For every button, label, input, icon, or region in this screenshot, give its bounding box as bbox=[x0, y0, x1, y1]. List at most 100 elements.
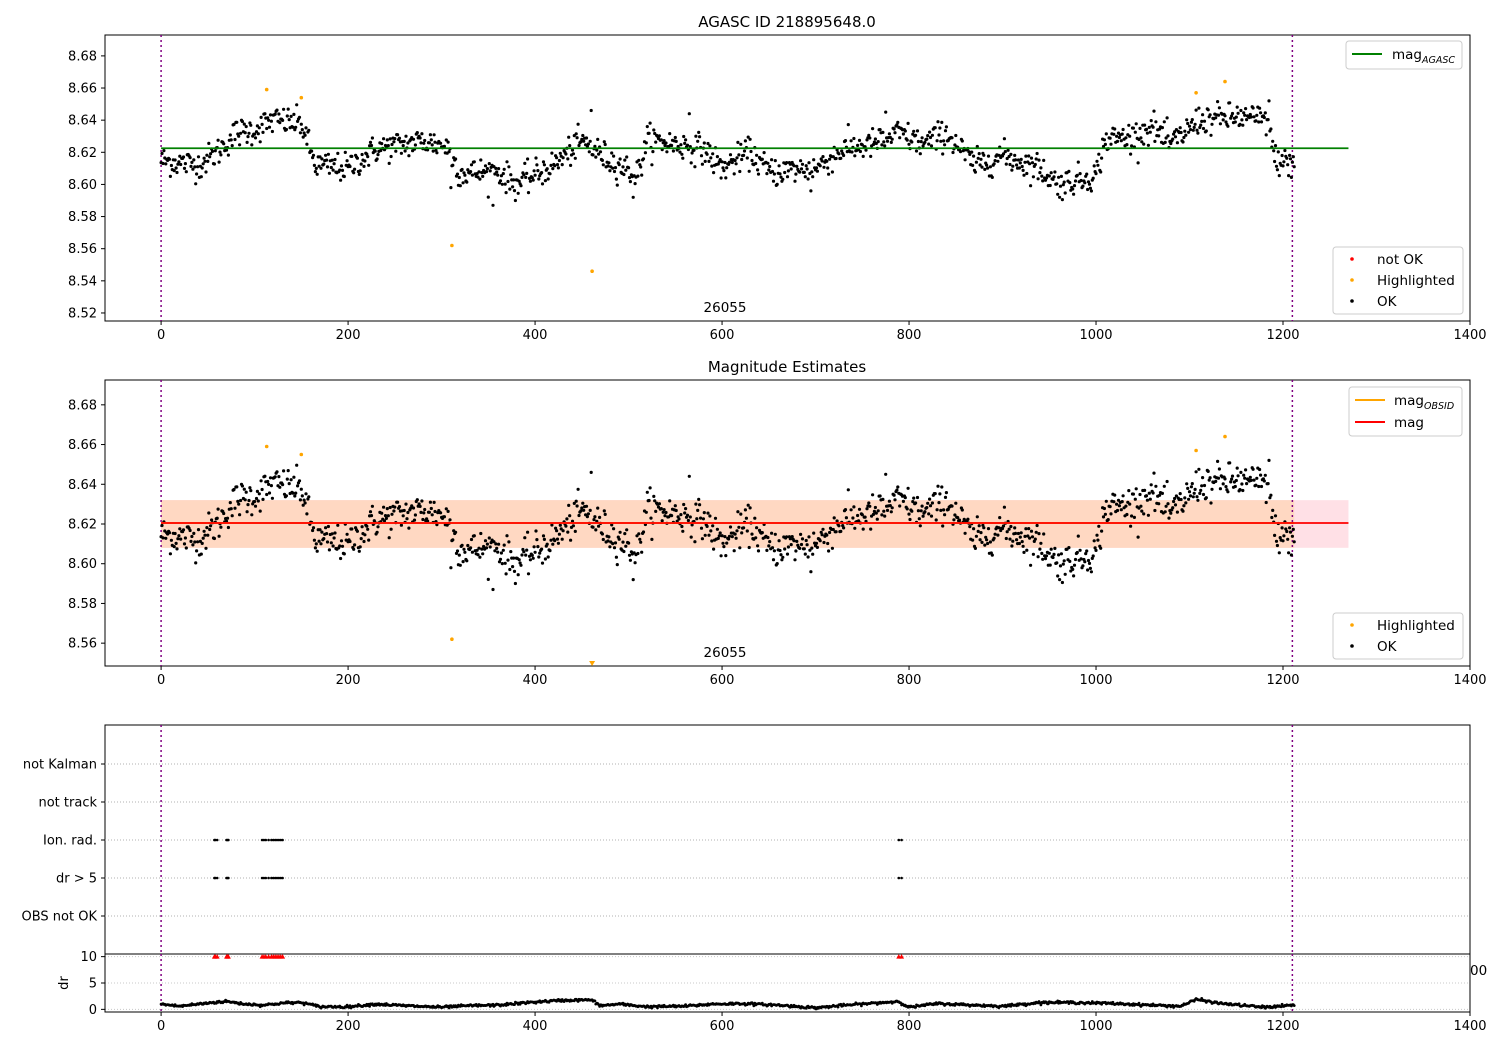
ok-point bbox=[1273, 533, 1277, 538]
ok-point bbox=[1138, 492, 1142, 497]
legend-point-swatch bbox=[1350, 278, 1354, 282]
ok-point bbox=[927, 142, 931, 146]
ok-point bbox=[461, 560, 465, 564]
ok-point bbox=[489, 541, 493, 545]
ok-point bbox=[1140, 140, 1144, 144]
ok-point bbox=[677, 517, 681, 521]
ok-point bbox=[336, 151, 340, 155]
ok-point bbox=[746, 503, 750, 507]
highlighted-point bbox=[1223, 434, 1227, 439]
ok-point bbox=[690, 523, 694, 527]
ok-point bbox=[1055, 182, 1059, 186]
ok-point bbox=[488, 545, 492, 549]
ok-point bbox=[1167, 516, 1171, 520]
ok-point bbox=[207, 511, 211, 515]
ok-point bbox=[1033, 162, 1037, 167]
y-tick-label: 8.60 bbox=[68, 557, 97, 572]
ok-point bbox=[1072, 574, 1076, 578]
ok-point bbox=[1072, 563, 1077, 567]
ok-point bbox=[730, 160, 734, 165]
ok-point bbox=[183, 162, 187, 166]
dr-point bbox=[656, 1006, 659, 1010]
ok-point bbox=[1036, 555, 1040, 559]
ok-point bbox=[1078, 172, 1082, 176]
ok-point bbox=[1099, 170, 1103, 174]
ok-point bbox=[767, 168, 771, 172]
ok-point bbox=[1208, 113, 1212, 117]
ok-point bbox=[600, 532, 605, 536]
ok-point bbox=[849, 508, 853, 512]
ok-point bbox=[745, 529, 749, 533]
ok-point bbox=[627, 553, 632, 557]
ok-point bbox=[1190, 118, 1194, 122]
ok-point bbox=[652, 128, 656, 132]
ok-point bbox=[311, 153, 316, 157]
ok-point bbox=[258, 509, 262, 513]
ok-point bbox=[738, 546, 742, 550]
ok-point bbox=[1112, 500, 1116, 504]
ok-point bbox=[548, 172, 552, 176]
ok-point bbox=[542, 163, 547, 167]
ok-point bbox=[331, 544, 335, 548]
ok-point bbox=[905, 507, 909, 511]
ok-point bbox=[786, 169, 791, 173]
ok-point bbox=[618, 530, 622, 534]
ok-point bbox=[228, 501, 232, 505]
ok-point bbox=[249, 123, 253, 127]
ok-point bbox=[355, 156, 359, 160]
ok-point bbox=[375, 157, 379, 161]
ok-point bbox=[411, 137, 416, 141]
magnitude-estimates-panel: Magnitude Estimates 0 200 400 600 800 1000 120… bbox=[68, 358, 1487, 688]
ok-point bbox=[359, 162, 363, 166]
ok-point bbox=[1181, 509, 1185, 513]
ok-point bbox=[1120, 500, 1124, 504]
agasc-panel: AGASC ID 218895648.0 0 200 400 600 800 1000 12… bbox=[68, 13, 1487, 343]
ok-point bbox=[1103, 142, 1107, 146]
ok-point bbox=[219, 153, 223, 157]
highlighted-point bbox=[264, 87, 269, 92]
ok-point bbox=[978, 163, 982, 167]
ok-point bbox=[1085, 172, 1089, 176]
x-tick-label: 1200 bbox=[1266, 328, 1299, 343]
legend-label: Highlighted bbox=[1377, 273, 1455, 289]
ok-point bbox=[1119, 139, 1123, 143]
ok-point bbox=[352, 547, 356, 551]
ok-point bbox=[1002, 137, 1007, 141]
ok-point bbox=[880, 143, 884, 147]
y-tick-label: 8.60 bbox=[68, 178, 97, 193]
ok-point bbox=[1239, 108, 1243, 113]
ok-point bbox=[807, 535, 811, 539]
ok-point bbox=[593, 144, 597, 148]
ok-point bbox=[777, 539, 781, 543]
ok-point bbox=[747, 169, 751, 173]
category-label: not track bbox=[38, 796, 97, 811]
ok-point bbox=[645, 490, 649, 494]
flag-point bbox=[897, 838, 901, 842]
ok-point bbox=[1072, 192, 1076, 196]
ok-point bbox=[1209, 133, 1213, 137]
ok-point bbox=[1234, 115, 1238, 119]
ok-point bbox=[954, 133, 958, 138]
ok-point bbox=[689, 161, 693, 165]
ok-point bbox=[1019, 531, 1023, 535]
ok-point bbox=[434, 148, 438, 152]
ok-point bbox=[916, 139, 921, 144]
ok-point bbox=[614, 555, 619, 559]
legend-point-swatch bbox=[1350, 623, 1354, 627]
ok-point bbox=[1157, 134, 1161, 138]
ok-point bbox=[497, 560, 502, 564]
ok-point bbox=[1178, 492, 1182, 496]
ok-point bbox=[1057, 175, 1061, 179]
ok-point bbox=[160, 151, 164, 156]
ok-point bbox=[503, 182, 507, 186]
ok-point bbox=[805, 543, 809, 547]
ok-point bbox=[1115, 502, 1119, 506]
ok-point bbox=[1029, 563, 1033, 567]
ok-point bbox=[524, 175, 528, 179]
ok-point bbox=[1035, 523, 1039, 528]
ok-point bbox=[624, 544, 628, 548]
ok-point bbox=[826, 166, 830, 170]
ok-point bbox=[1191, 128, 1195, 132]
ok-point bbox=[591, 525, 595, 529]
ok-point bbox=[1258, 467, 1262, 472]
